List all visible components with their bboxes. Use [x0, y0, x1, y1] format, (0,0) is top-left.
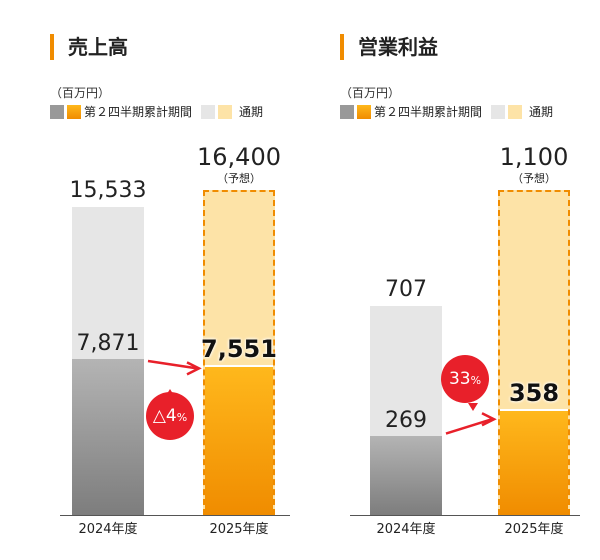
chart-operating-income: 営業利益 （百万円） 第２四半期累計期間 通期 707 269 1,100 （予…: [330, 0, 600, 560]
change-arrow: [147, 359, 202, 376]
change-unit: %: [470, 374, 482, 387]
legend-swatch-orange: [67, 104, 81, 119]
label-2025-h1: 7,551: [201, 335, 277, 364]
change-badge: 33%: [441, 355, 489, 411]
bar-2024-h1: [370, 435, 442, 515]
legend-label-cumulative: 第２四半期累計期間: [84, 105, 193, 119]
legend-swatch-gray: [340, 104, 354, 119]
bar-2025-h1: [500, 409, 568, 515]
bar-2024-h1: [72, 359, 144, 515]
x-label-2024: 2024年度: [78, 522, 138, 537]
chart-title: 売上高: [50, 34, 128, 60]
x-axis: [350, 515, 580, 516]
legend-swatch-light-gray: [491, 104, 506, 119]
change-value: △4: [152, 406, 177, 426]
legend: 第２四半期累計期間 通期: [340, 103, 553, 120]
label-2024-full-year: 15,533: [69, 178, 147, 204]
label-2024-h1: 269: [385, 407, 427, 433]
label-2024-full-year: 707: [385, 277, 427, 303]
unit-label: （百万円）: [50, 86, 111, 100]
x-label-2024: 2024年度: [376, 522, 436, 537]
legend: 第２四半期累計期間 通期: [50, 103, 263, 120]
legend-label-cumulative: 第２四半期累計期間: [374, 105, 483, 119]
legend-swatch-orange: [357, 104, 371, 119]
x-axis: [60, 515, 290, 516]
legend-swatch-light-gray: [201, 104, 216, 119]
legend-swatch-light-orange: [218, 104, 233, 119]
forecast-note: （予想）: [512, 172, 556, 185]
bar-2025-h1: [205, 365, 273, 515]
change-unit: %: [176, 411, 188, 424]
legend-swatch-gray: [50, 104, 64, 119]
legend-label-full-year: 通期: [239, 105, 264, 119]
legend-label-full-year: 通期: [529, 105, 554, 119]
change-arrow: [445, 412, 497, 435]
label-2025-full-year: 16,400: [197, 143, 281, 171]
change-value: 33: [448, 369, 471, 389]
change-badge: △4%: [146, 389, 194, 440]
unit-label: （百万円）: [340, 86, 401, 100]
chart-sales: 売上高 （百万円） 第２四半期累計期間 通期 15,533 7,871 16,4…: [40, 0, 330, 560]
x-label-2025: 2025年度: [504, 522, 564, 537]
label-2024-h1: 7,871: [76, 331, 140, 357]
x-label-2025: 2025年度: [209, 522, 269, 537]
chart-title: 営業利益: [340, 34, 438, 60]
legend-swatch-light-orange: [508, 104, 523, 119]
forecast-note: （予想）: [217, 172, 261, 185]
label-2025-full-year: 1,100: [499, 143, 569, 171]
label-2025-h1: 358: [508, 379, 560, 408]
